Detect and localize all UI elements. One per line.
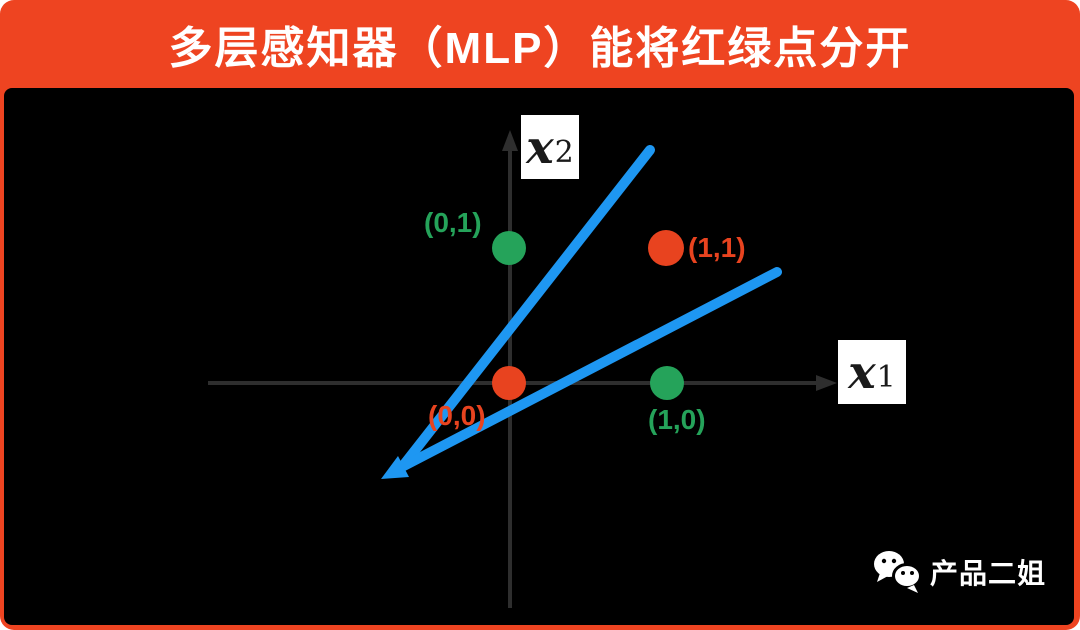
watermark: 产品二姐: [872, 549, 1046, 595]
title-banner: 多层感知器（MLP）能将红绿点分开: [0, 0, 1080, 88]
point-0-1: [492, 231, 526, 265]
point-label-1-0: (1,0): [648, 404, 706, 435]
figure-title: 多层感知器（MLP）能将红绿点分开: [168, 24, 912, 73]
point-label-0-1: (0,1): [424, 207, 482, 238]
separator-line-shallow: [397, 267, 782, 472]
x-axis-arrow-icon: [816, 375, 837, 391]
point-0-0: [492, 366, 526, 400]
x-axis-label-sub: 1: [876, 360, 896, 395]
separator-line-steep: [397, 145, 655, 472]
point-label-1-1: (1,1): [688, 232, 746, 263]
point-1-0: [650, 366, 684, 400]
point-label-0-0: (0,0): [428, 400, 486, 431]
x-axis-label-base: x: [848, 345, 876, 399]
y-axis-label-sub: 2: [554, 135, 574, 170]
separator-vertex-arrow-icon: [381, 456, 409, 479]
xor-scatter-plot: [208, 130, 837, 608]
wechat-icon: [873, 551, 922, 593]
point-1-1: [648, 230, 684, 266]
watermark-text: 产品二姐: [929, 558, 1046, 589]
y-axis-label-base: x: [526, 120, 554, 174]
y-axis-arrow-icon: [502, 130, 518, 151]
